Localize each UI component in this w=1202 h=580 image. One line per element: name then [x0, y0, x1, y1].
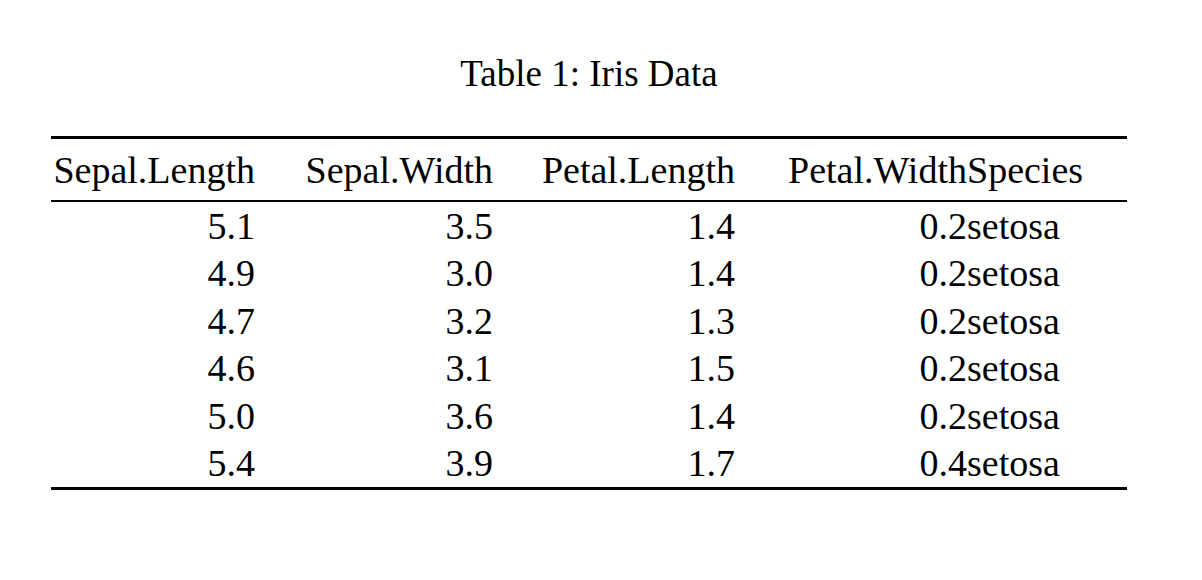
- table-cell: setosa: [967, 345, 1127, 393]
- table-row: 4.9 3.0 1.4 0.2 setosa: [51, 250, 1127, 298]
- table-cell: 5.4: [51, 440, 255, 489]
- table-cell: 1.4: [493, 201, 735, 250]
- table-cell: 0.2: [735, 297, 967, 345]
- table-cell: 0.4: [735, 440, 967, 489]
- table-cell: 3.1: [255, 345, 493, 393]
- table-cell: setosa: [967, 440, 1127, 489]
- table-header-row: Sepal.Length Sepal.Width Petal.Length Pe…: [51, 138, 1127, 202]
- document-page: Table 1: Iris Data Sepal.Length Sepal.Wi…: [0, 0, 1202, 580]
- table-cell: 1.4: [493, 250, 735, 298]
- table-cell: 5.1: [51, 201, 255, 250]
- table-cell: 1.3: [493, 297, 735, 345]
- column-header-petal-length: Petal.Length: [493, 138, 735, 202]
- table-cell: 0.2: [735, 345, 967, 393]
- table-cell: 3.0: [255, 250, 493, 298]
- table-cell: 0.2: [735, 201, 967, 250]
- table-cell: 3.9: [255, 440, 493, 489]
- table-row: 5.4 3.9 1.7 0.4 setosa: [51, 440, 1127, 489]
- table-cell: setosa: [967, 201, 1127, 250]
- table-cell: setosa: [967, 250, 1127, 298]
- iris-data-table: Sepal.Length Sepal.Width Petal.Length Pe…: [51, 136, 1127, 490]
- table-cell: 4.9: [51, 250, 255, 298]
- table-cell: 3.5: [255, 201, 493, 250]
- table-row: 5.1 3.5 1.4 0.2 setosa: [51, 201, 1127, 250]
- column-header-sepal-width: Sepal.Width: [255, 138, 493, 202]
- table-row: 5.0 3.6 1.4 0.2 setosa: [51, 392, 1127, 440]
- table-cell: 4.6: [51, 345, 255, 393]
- table-cell: 0.2: [735, 392, 967, 440]
- table-cell: 3.2: [255, 297, 493, 345]
- table-row: 4.6 3.1 1.5 0.2 setosa: [51, 345, 1127, 393]
- table-cell: 3.6: [255, 392, 493, 440]
- table-cell: setosa: [967, 297, 1127, 345]
- table-row: 4.7 3.2 1.3 0.2 setosa: [51, 297, 1127, 345]
- table-cell: 1.7: [493, 440, 735, 489]
- table-cell: 1.5: [493, 345, 735, 393]
- column-header-petal-width: Petal.Width: [735, 138, 967, 202]
- table-caption: Table 1: Iris Data: [51, 54, 1127, 95]
- table-cell: setosa: [967, 392, 1127, 440]
- column-header-sepal-length: Sepal.Length: [51, 138, 255, 202]
- table-cell: 5.0: [51, 392, 255, 440]
- table-cell: 1.4: [493, 392, 735, 440]
- column-header-species: Species: [967, 138, 1127, 202]
- table-cell: 4.7: [51, 297, 255, 345]
- table-cell: 0.2: [735, 250, 967, 298]
